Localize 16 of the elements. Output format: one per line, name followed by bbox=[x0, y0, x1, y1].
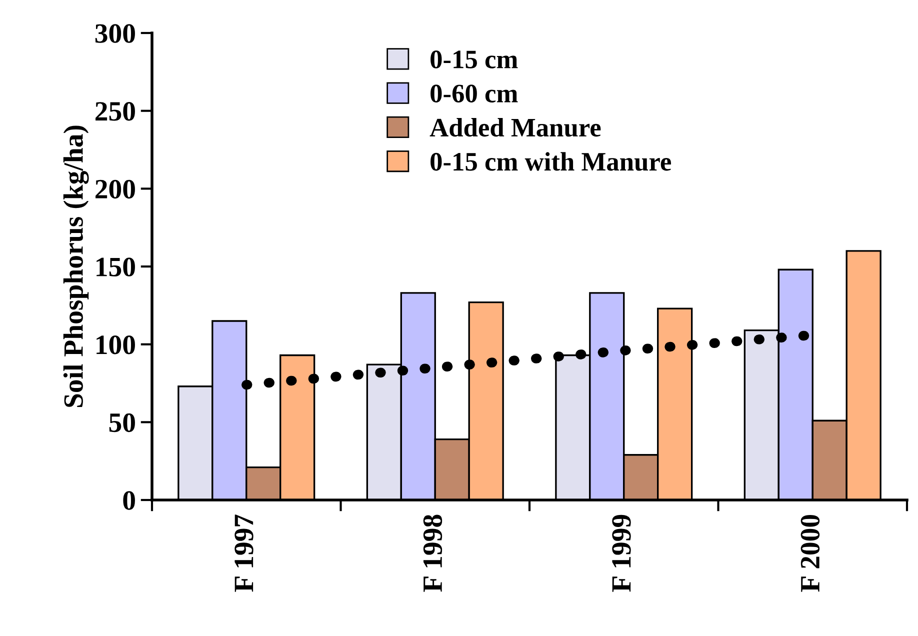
y-tick-label: 100 bbox=[96, 336, 135, 354]
legend-label: Added Manure bbox=[430, 118, 601, 137]
y-tick-label: 250 bbox=[96, 102, 135, 121]
legend-label: 0-15 cm with Manure bbox=[430, 152, 671, 171]
x-tick-label: F 1999 bbox=[612, 514, 631, 592]
y-tick-label: 50 bbox=[109, 413, 135, 432]
legend-label: 0-60 cm bbox=[430, 84, 518, 102]
x-tick-label: F 2000 bbox=[800, 514, 820, 592]
y-tick-label: 200 bbox=[96, 180, 135, 199]
legend-label: 0-15 cm bbox=[430, 50, 518, 68]
y-axis-title: Soil Phosphorus (kg/ha) bbox=[63, 126, 89, 408]
y-tick-label: 150 bbox=[96, 258, 135, 276]
y-tick-label: 300 bbox=[95, 24, 135, 43]
x-tick-label: F 1997 bbox=[234, 514, 254, 592]
y-tick-label: 0 bbox=[123, 491, 135, 510]
x-tick-label: F 1998 bbox=[423, 514, 442, 592]
